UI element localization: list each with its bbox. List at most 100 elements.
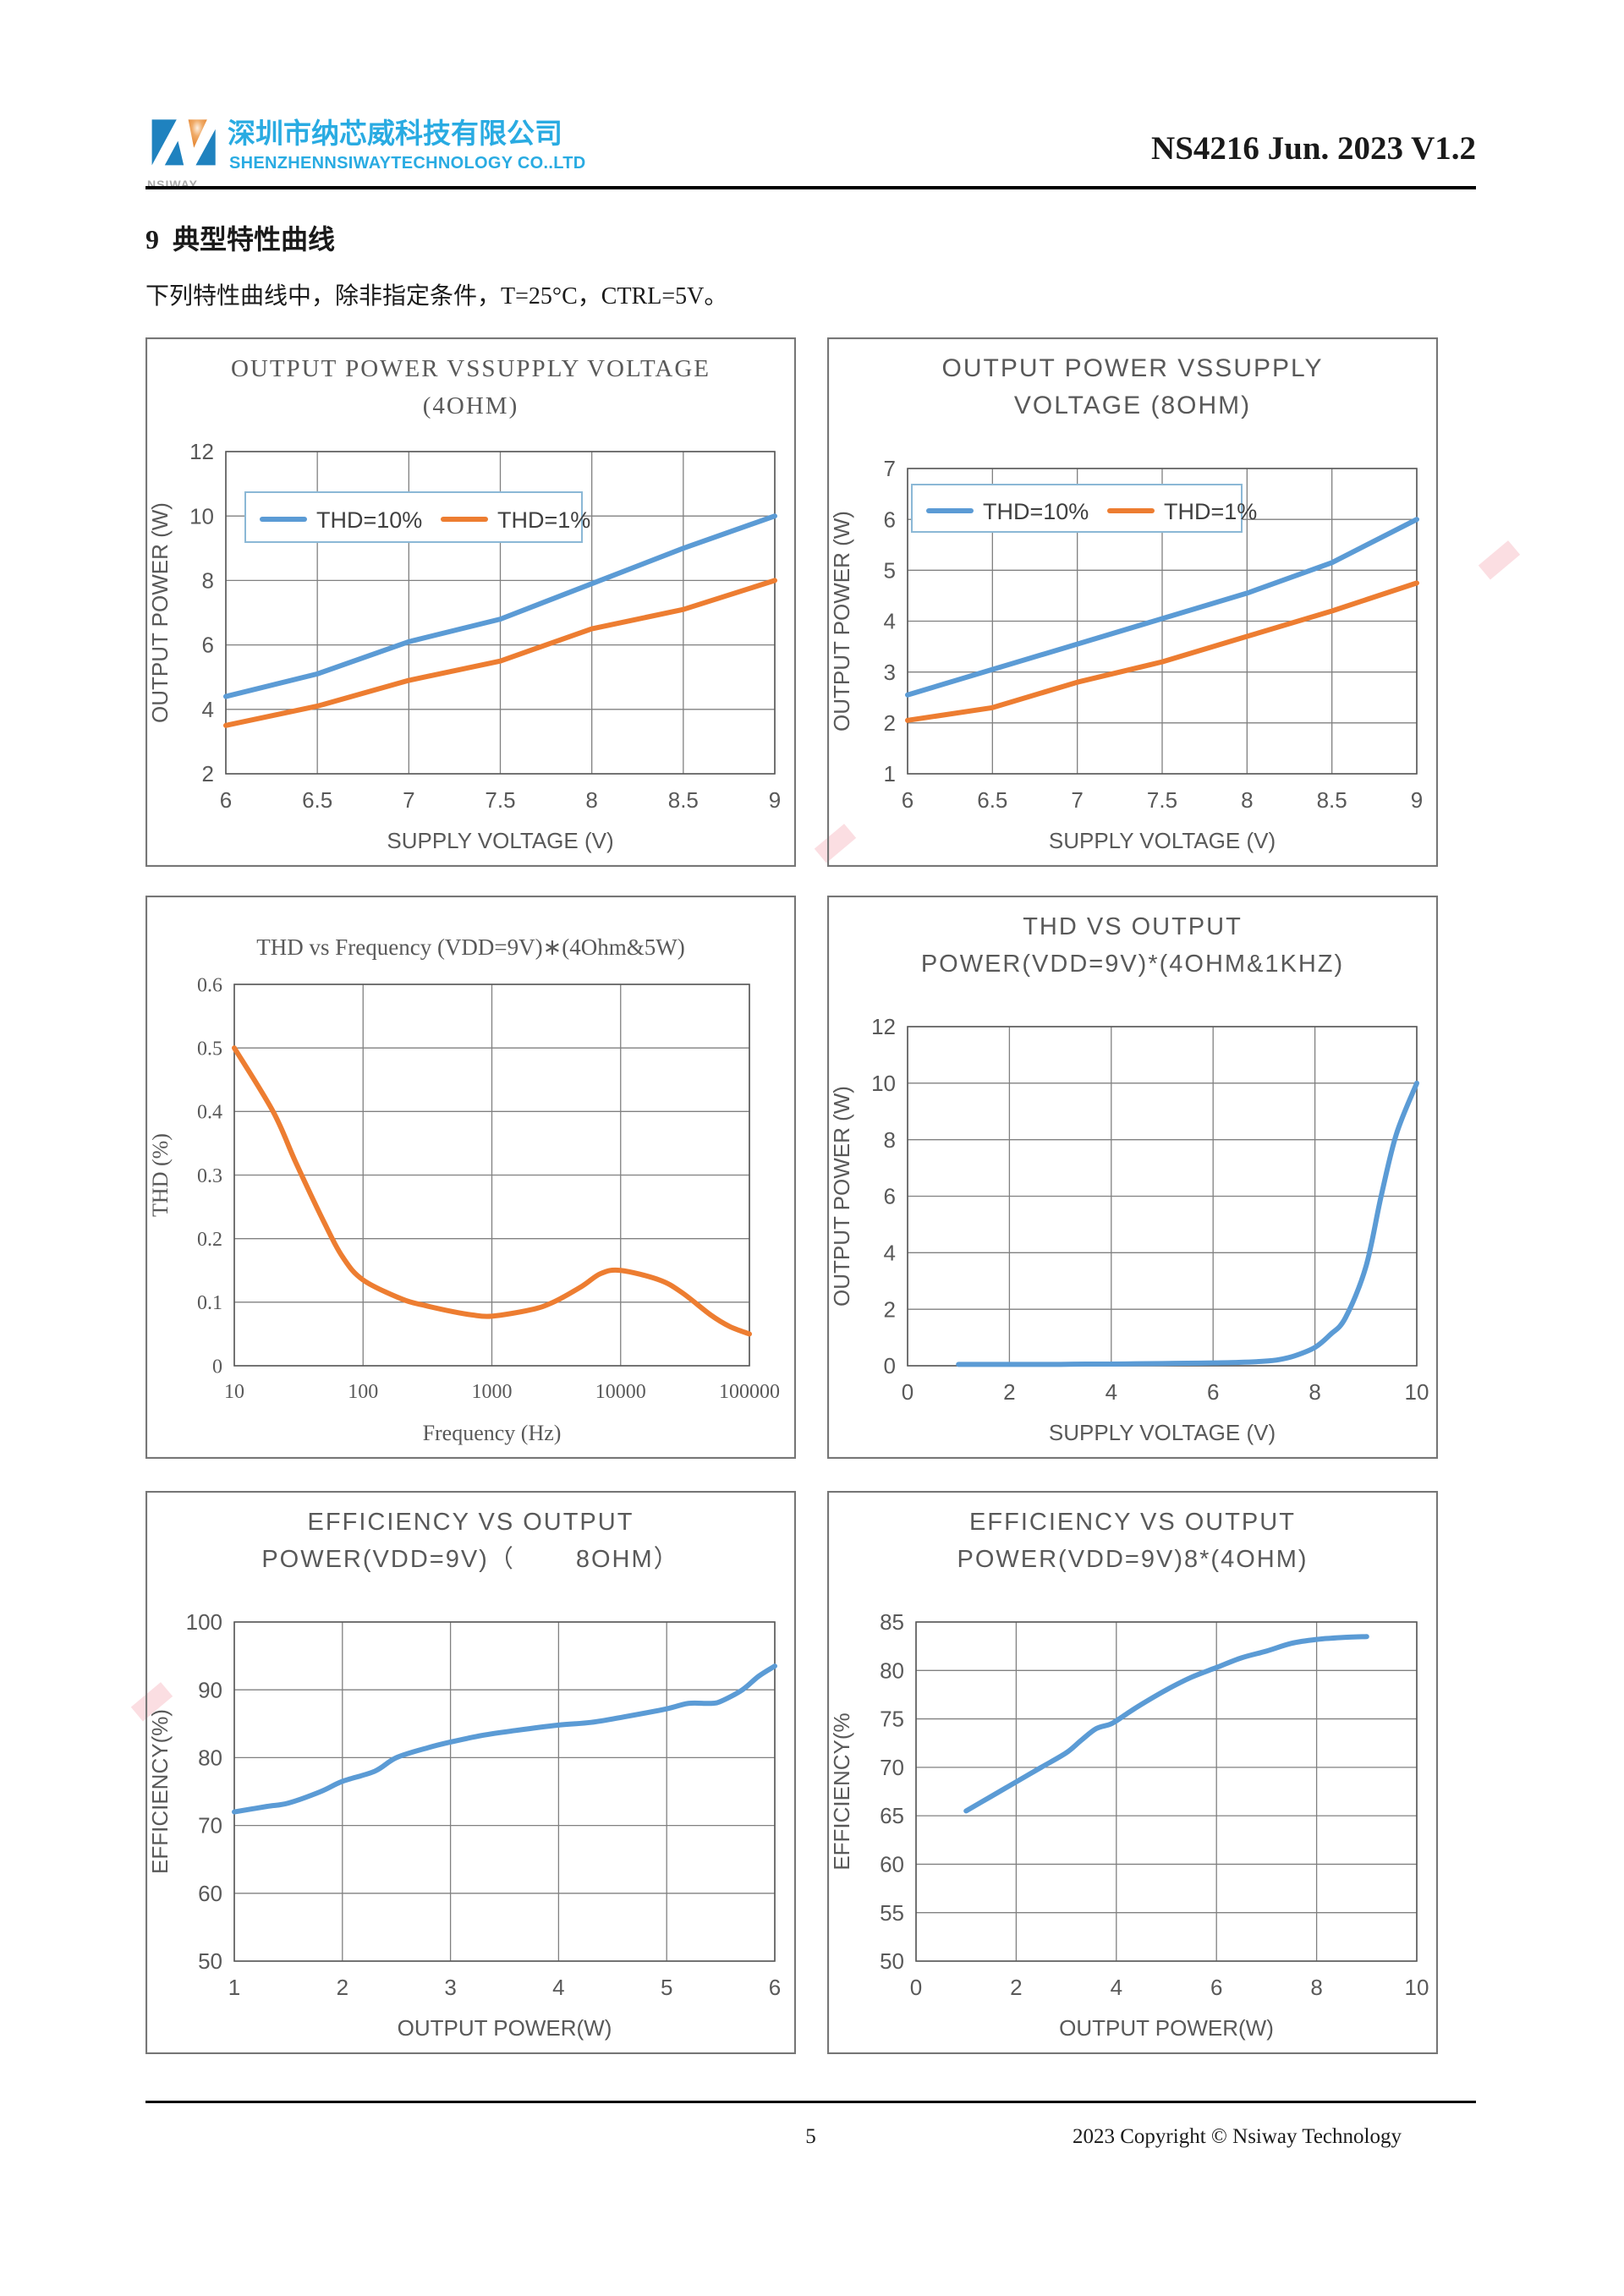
svg-text:6: 6 bbox=[884, 1184, 896, 1209]
svg-text:6.5: 6.5 bbox=[302, 787, 332, 813]
svg-text:OUTPUT POWER VSSUPPLY VOLTA: OUTPUT POWER VSSUPPLY VOLTAGE bbox=[231, 355, 710, 382]
svg-text:OUTPUT POWER(W): OUTPUT POWER(W) bbox=[398, 2015, 612, 2041]
svg-text:8.5: 8.5 bbox=[1317, 787, 1347, 813]
svg-text:0.5: 0.5 bbox=[197, 1038, 222, 1060]
svg-text:8: 8 bbox=[202, 568, 214, 594]
svg-text:SUPPLY VOLTAGE (V): SUPPLY VOLTAGE (V) bbox=[1049, 828, 1276, 853]
svg-text:4: 4 bbox=[1111, 1975, 1122, 2000]
svg-text:80: 80 bbox=[880, 1658, 904, 1683]
svg-text:60: 60 bbox=[198, 1881, 222, 1906]
svg-text:8: 8 bbox=[585, 787, 597, 813]
svg-text:0.1: 0.1 bbox=[197, 1292, 222, 1314]
svg-text:100: 100 bbox=[186, 1609, 222, 1635]
svg-text:6: 6 bbox=[902, 787, 914, 813]
svg-text:0: 0 bbox=[902, 1379, 914, 1405]
svg-text:7: 7 bbox=[1071, 787, 1083, 813]
svg-text:2: 2 bbox=[1010, 1975, 1022, 2000]
svg-text:THD (%): THD (%) bbox=[148, 1133, 173, 1217]
svg-text:7.5: 7.5 bbox=[1147, 787, 1177, 813]
svg-text:10: 10 bbox=[189, 503, 214, 529]
svg-text:6: 6 bbox=[1207, 1379, 1219, 1405]
svg-text:THD VS OUTPUT: THD VS OUTPUT bbox=[1023, 913, 1243, 940]
svg-text:6: 6 bbox=[220, 787, 232, 813]
svg-text:5: 5 bbox=[661, 1975, 672, 2000]
svg-text:THD=10%: THD=10% bbox=[983, 499, 1089, 524]
svg-text:65: 65 bbox=[880, 1803, 904, 1828]
svg-text:10000: 10000 bbox=[595, 1381, 646, 1403]
svg-text:10: 10 bbox=[871, 1071, 896, 1096]
svg-text:80: 80 bbox=[198, 1745, 222, 1771]
svg-text:9: 9 bbox=[769, 787, 781, 813]
svg-text:OUTPUT POWER (W): OUTPUT POWER (W) bbox=[147, 502, 173, 723]
svg-text:POWER(VDD=9V)（ 8OHM）: POWER(VDD=9V)（ 8OHM） bbox=[261, 1546, 679, 1573]
svg-text:3: 3 bbox=[444, 1975, 456, 2000]
svg-text:6: 6 bbox=[884, 507, 896, 532]
svg-text:OUTPUT POWER (W): OUTPUT POWER (W) bbox=[829, 511, 854, 732]
svg-text:1000: 1000 bbox=[472, 1381, 513, 1403]
svg-text:THD vs Frequency (VDD=9V)∗(4O: THD vs Frequency (VDD=9V)∗(4Ohm&5W) bbox=[256, 934, 685, 960]
svg-text:60: 60 bbox=[880, 1852, 904, 1877]
svg-text:5: 5 bbox=[884, 557, 896, 583]
svg-text:OUTPUT POWER VSSUPPLY: OUTPUT POWER VSSUPPLY bbox=[942, 354, 1324, 382]
svg-text:2: 2 bbox=[1003, 1379, 1015, 1405]
svg-text:6.5: 6.5 bbox=[977, 787, 1007, 813]
svg-text:SUPPLY VOLTAGE (V): SUPPLY VOLTAGE (V) bbox=[387, 828, 613, 853]
svg-text:0: 0 bbox=[212, 1356, 222, 1378]
svg-text:10: 10 bbox=[1405, 1975, 1429, 2000]
svg-text:THD=10%: THD=10% bbox=[316, 507, 422, 533]
svg-text:4: 4 bbox=[1106, 1379, 1117, 1405]
svg-text:7: 7 bbox=[884, 456, 896, 481]
svg-text:10: 10 bbox=[224, 1381, 244, 1403]
svg-text:55: 55 bbox=[880, 1900, 904, 1926]
svg-text:SUPPLY VOLTAGE (V): SUPPLY VOLTAGE (V) bbox=[1049, 1420, 1276, 1445]
svg-text:THD=1%: THD=1% bbox=[497, 507, 590, 533]
svg-text:POWER(VDD=9V)8*(4OHM): POWER(VDD=9V)8*(4OHM) bbox=[957, 1546, 1308, 1573]
svg-text:12: 12 bbox=[871, 1014, 896, 1039]
svg-text:OUTPUT POWER(W): OUTPUT POWER(W) bbox=[1059, 2015, 1274, 2041]
svg-text:VOLTAGE (8OHM): VOLTAGE (8OHM) bbox=[1014, 392, 1251, 419]
svg-text:2: 2 bbox=[884, 1296, 896, 1322]
svg-text:8: 8 bbox=[1241, 787, 1253, 813]
svg-text:3: 3 bbox=[884, 660, 896, 685]
svg-text:6: 6 bbox=[769, 1975, 781, 2000]
svg-text:4: 4 bbox=[202, 697, 214, 722]
svg-text:POWER(VDD=9V)*(4OHM&1KHZ): POWER(VDD=9V)*(4OHM&1KHZ) bbox=[921, 951, 1344, 978]
svg-text:2: 2 bbox=[202, 761, 214, 786]
svg-text:10: 10 bbox=[1405, 1379, 1429, 1405]
svg-text:EFFICIENCY VS OUTPUT: EFFICIENCY VS OUTPUT bbox=[308, 1509, 634, 1536]
svg-text:70: 70 bbox=[198, 1813, 222, 1838]
svg-text:EFFICIENCY(%: EFFICIENCY(% bbox=[829, 1712, 854, 1870]
svg-text:100: 100 bbox=[348, 1381, 378, 1403]
svg-text:8: 8 bbox=[1310, 1975, 1322, 2000]
svg-text:6: 6 bbox=[202, 633, 214, 658]
svg-text:75: 75 bbox=[880, 1707, 904, 1732]
svg-text:EFFICIENCY(%): EFFICIENCY(%) bbox=[147, 1709, 173, 1874]
svg-text:0.4: 0.4 bbox=[197, 1102, 222, 1124]
svg-text:4: 4 bbox=[884, 1240, 896, 1265]
svg-text:7.5: 7.5 bbox=[485, 787, 515, 813]
svg-text:0.6: 0.6 bbox=[197, 974, 222, 996]
svg-text:8: 8 bbox=[1309, 1379, 1320, 1405]
svg-text:4: 4 bbox=[884, 609, 896, 634]
svg-text:8: 8 bbox=[884, 1127, 896, 1153]
svg-text:9: 9 bbox=[1411, 787, 1423, 813]
svg-text:8.5: 8.5 bbox=[668, 787, 699, 813]
svg-text:2: 2 bbox=[337, 1975, 348, 2000]
svg-text:85: 85 bbox=[880, 1609, 904, 1635]
svg-text:OUTPUT POWER (W): OUTPUT POWER (W) bbox=[829, 1086, 854, 1307]
svg-text:70: 70 bbox=[880, 1755, 904, 1780]
svg-text:THD=1%: THD=1% bbox=[1164, 499, 1257, 524]
svg-text:12: 12 bbox=[189, 439, 214, 464]
svg-text:0: 0 bbox=[910, 1975, 922, 2000]
svg-text:0.2: 0.2 bbox=[197, 1229, 222, 1251]
svg-text:1: 1 bbox=[228, 1975, 240, 2000]
svg-text:EFFICIENCY VS OUTPUT: EFFICIENCY VS OUTPUT bbox=[969, 1509, 1296, 1536]
svg-text:2: 2 bbox=[884, 710, 896, 736]
svg-text:0: 0 bbox=[884, 1353, 896, 1378]
svg-text:50: 50 bbox=[880, 1948, 904, 1974]
svg-text:4: 4 bbox=[552, 1975, 564, 2000]
svg-text:0.3: 0.3 bbox=[197, 1165, 222, 1187]
svg-text:Frequency (Hz): Frequency (Hz) bbox=[423, 1421, 562, 1445]
svg-text:(4OHM): (4OHM) bbox=[423, 392, 519, 419]
svg-text:100000: 100000 bbox=[719, 1381, 780, 1403]
